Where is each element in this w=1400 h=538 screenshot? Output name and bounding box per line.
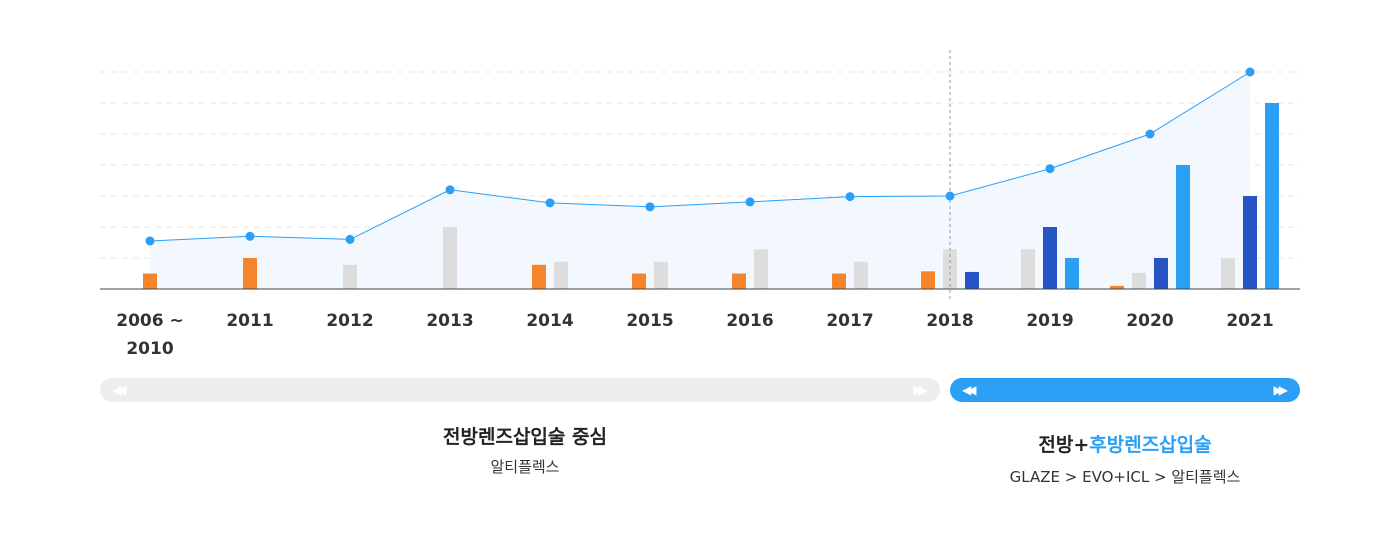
bar xyxy=(854,261,868,289)
bar xyxy=(1243,196,1257,289)
timeline-chart: 2006 ~2010 2011 2012 2013 2014 2015 2016 2017 20… xyxy=(100,50,1300,359)
trend-point xyxy=(1145,129,1155,139)
trend-point xyxy=(845,192,855,202)
trend-point xyxy=(245,231,255,241)
trend-point xyxy=(145,236,155,246)
trend-point xyxy=(645,202,655,212)
bar xyxy=(965,271,979,289)
bar xyxy=(143,273,157,289)
bar xyxy=(343,264,357,289)
x-tick-label: 2015 xyxy=(626,311,673,331)
bar xyxy=(554,261,568,289)
bar xyxy=(1021,249,1035,289)
bar xyxy=(1154,258,1168,289)
x-tick-label: 2021 xyxy=(1226,311,1273,331)
double-chevron-right-icon: ▶▶ xyxy=(913,383,929,397)
double-chevron-left-icon: ◀◀ xyxy=(112,383,127,397)
trend-point xyxy=(1045,164,1055,174)
phase-subtitle-front-back-lens: GLAZE > EVO+ICL > 알티플렉스 xyxy=(1009,468,1241,486)
phase-bar-front-lens: ◀◀ ▶▶ xyxy=(100,378,940,402)
phase-title-front-back-lens: 전방+후방렌즈삽입술 xyxy=(950,430,1300,457)
x-tick-label: 2019 xyxy=(1026,311,1073,331)
bar xyxy=(632,273,646,289)
bar xyxy=(921,271,935,289)
bar xyxy=(832,273,846,289)
bar xyxy=(1110,285,1124,289)
phase-subtitle-front-lens: 알티플렉스 xyxy=(490,458,560,476)
trend-point xyxy=(545,198,555,208)
phase-title-front-lens: 전방렌즈삽입술 중심 xyxy=(443,426,607,448)
bar xyxy=(754,249,768,289)
phase-title-prefix: 전방+ xyxy=(1038,434,1090,456)
bar xyxy=(1265,103,1279,289)
bar xyxy=(732,273,746,289)
phase-title-highlight: 후방렌즈삽입술 xyxy=(1089,434,1212,456)
trend-point xyxy=(445,185,455,195)
trend-point xyxy=(1245,67,1255,77)
x-tick-label: 2006 ~2010 xyxy=(116,311,183,359)
bar xyxy=(1221,258,1235,289)
trend-line xyxy=(149,71,1251,242)
bar xyxy=(243,258,257,289)
double-chevron-right-icon: ▶▶ xyxy=(1273,383,1289,397)
trend-point xyxy=(345,234,355,244)
bar xyxy=(1065,258,1079,289)
x-tick-label: 2018 xyxy=(926,311,973,331)
bar xyxy=(654,261,668,289)
x-tick-label: 2016 xyxy=(726,311,773,331)
bar xyxy=(532,264,546,289)
bar xyxy=(443,227,457,289)
x-tick-label: 2013 xyxy=(426,311,473,331)
x-tick-label: 2012 xyxy=(326,311,373,331)
phase-bar-front-back-lens: ◀◀ ▶▶ xyxy=(950,378,1300,402)
bar xyxy=(1176,165,1190,289)
bar xyxy=(1132,272,1146,289)
x-tick-label: 2011 xyxy=(226,311,273,331)
bar xyxy=(1043,227,1057,289)
x-tick-label: 2014 xyxy=(526,311,573,331)
trend-point xyxy=(945,191,955,201)
trend-area xyxy=(150,72,1250,289)
bar xyxy=(943,249,957,289)
x-tick-label: 2020 xyxy=(1126,311,1173,331)
x-tick-label: 2017 xyxy=(826,311,873,331)
trend-point xyxy=(745,197,755,207)
double-chevron-left-icon: ◀◀ xyxy=(962,383,977,397)
